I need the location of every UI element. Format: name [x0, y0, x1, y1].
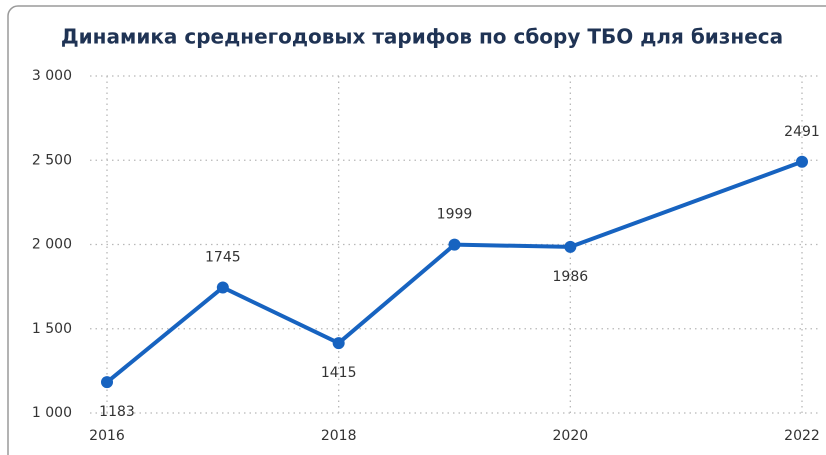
series-line [105, 159, 803, 384]
data-point [216, 281, 229, 294]
data-point [796, 155, 808, 168]
data-label: 1999 [437, 207, 473, 223]
data-label: 1986 [553, 269, 589, 285]
card-frame [7, 5, 826, 455]
data-point [332, 337, 345, 350]
y-tick-label: 2 000 [32, 237, 72, 253]
data-point [448, 238, 461, 251]
data-label: 1183 [99, 404, 135, 420]
y-tick-label: 3 000 [32, 68, 72, 84]
y-tick-label: 1 500 [32, 321, 72, 337]
data-point [564, 240, 577, 253]
y-tick-label: 2 500 [32, 152, 72, 168]
x-tick-label: 2022 [784, 428, 820, 444]
y-tick-label: 1 000 [32, 405, 72, 421]
data-label: 1745 [205, 249, 241, 265]
data-point [101, 376, 113, 389]
x-tick-label: 2018 [321, 428, 357, 444]
data-label: 1415 [321, 365, 357, 381]
chart-title: Динамика среднегодовых тарифов по сбору … [61, 25, 783, 49]
x-tick-label: 2020 [553, 428, 589, 444]
data-label: 2491 [784, 124, 820, 140]
x-tick-label: 2016 [89, 428, 125, 444]
